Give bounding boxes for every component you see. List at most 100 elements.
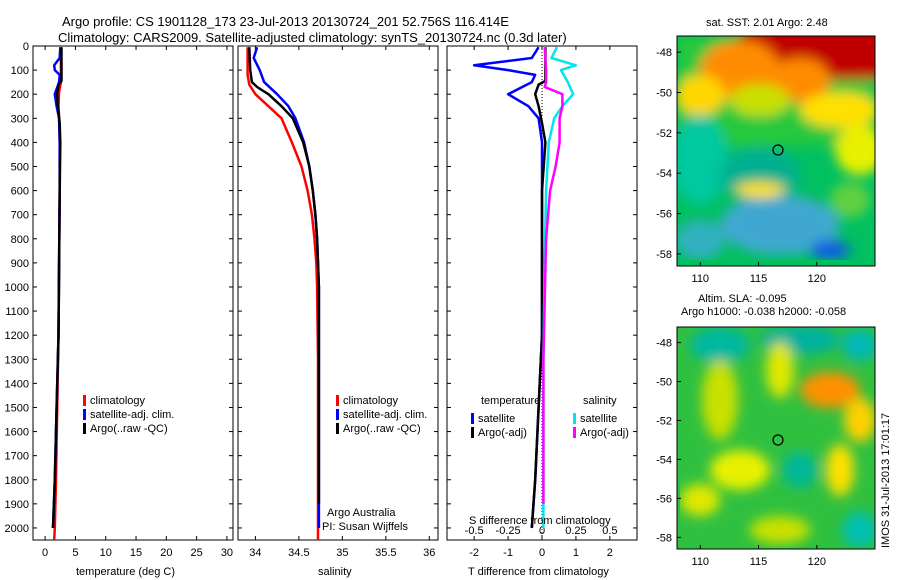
sst-map-lat-tick-label: -58	[656, 249, 672, 261]
sla-map-lon-tick-label: 120	[808, 556, 826, 568]
sla-map-title: Altim. SLA: -0.095	[698, 293, 787, 305]
sst-map-lat-tick-label: -56	[656, 209, 672, 221]
salinity-series-0	[246, 47, 320, 540]
temperature-x-tick-label: 0	[42, 547, 48, 559]
credit-line1: Argo Australia	[327, 507, 396, 519]
temperature-x-tick-label: 15	[130, 547, 142, 559]
difference-top-tick-label: -0.5	[465, 525, 484, 537]
depth-tick-label: 1000	[5, 282, 29, 294]
sla-map-subtitle: Argo h1000: -0.038 h2000: -0.058	[681, 306, 847, 318]
difference-x-tick-label: 2	[607, 547, 613, 559]
temperature-legend-swatch	[83, 409, 86, 420]
sst-map-lon-tick-label: 120	[808, 273, 826, 285]
salinity-legend-label: satellite-adj. clim.	[343, 409, 427, 421]
sst-map-frame	[676, 35, 876, 267]
sst-map-lon-tick-label: 115	[750, 273, 768, 285]
depth-tick-label: 200	[11, 89, 29, 101]
salinity-legend-swatch	[336, 409, 339, 420]
sla-map-lat-tick-label: -56	[656, 493, 672, 505]
sla-map-lat-tick-label: -54	[656, 454, 672, 466]
sst-map-lat-tick-label: -50	[656, 87, 672, 99]
temperature-panel: 0 5 10 15 20 25 300100200300400500600700800900…	[5, 41, 234, 559]
difference-legend-temperature-heading: temperature	[481, 395, 540, 407]
temperature-x-tick-label: 10	[100, 547, 112, 559]
salinity-x-tick-label: 35	[336, 547, 348, 559]
temperature-legend-label: climatology	[90, 395, 146, 407]
difference-panel: -2 -1 0 1 2 -0.5 -0.25 0 0.25 0.5 temperature salin…	[446, 45, 638, 559]
difference-top-tick-label: -0.25	[496, 525, 521, 537]
sla-map-lat-tick-label: -58	[656, 532, 672, 544]
salinity-x-tick-label: 35.5	[375, 547, 396, 559]
salinity-x-axis-label: salinity	[318, 566, 352, 578]
depth-tick-label: 1900	[5, 499, 29, 511]
sla-map-field	[680, 327, 875, 548]
depth-tick-label: 0	[23, 41, 29, 53]
temperature-x-tick-label: 5	[72, 547, 78, 559]
figure-title-line2: Climatology: CARS2009. Satellite-adjuste…	[58, 30, 567, 45]
salinity-legend-swatch	[336, 395, 339, 406]
temperature-legend-swatch	[83, 395, 86, 406]
difference-top-tick-label: 0	[539, 525, 545, 537]
sst-map-title: sat. SST: 2.01 Argo: 2.48	[706, 17, 828, 29]
depth-tick-label: 1200	[5, 330, 29, 342]
sla-map-lat-tick-label: -52	[656, 415, 672, 427]
sst-argo-location-marker	[772, 144, 784, 156]
sla-map-lat-tick-label: -50	[656, 377, 672, 389]
salinity-legend-label: climatology	[343, 395, 399, 407]
salinity-x-tick-label: 34.5	[288, 547, 309, 559]
difference-legend-label: satellite	[478, 413, 515, 425]
salinity-legend-label: Argo(..raw -QC)	[343, 423, 421, 435]
sla-map-panel: 110 115 120 -48 -50 -52 -54 -56 -58	[656, 326, 876, 568]
temperature-x-tick-label: 20	[160, 547, 172, 559]
difference-legend-swatch	[573, 427, 576, 438]
depth-tick-label: 1500	[5, 402, 29, 414]
temperature-legend-swatch	[83, 423, 86, 434]
sst-map-lat-tick-label: -48	[656, 47, 672, 59]
salinity-series-2	[248, 47, 321, 504]
temperature-legend-label: satellite-adj. clim.	[90, 409, 174, 421]
depth-tick-label: 1600	[5, 427, 29, 439]
sla-argo-location-marker	[772, 434, 784, 446]
temperature-x-tick-label: 30	[221, 547, 233, 559]
salinity-legend-swatch	[336, 423, 339, 434]
sst-map-field	[677, 36, 875, 260]
temperature-series-2	[51, 47, 63, 529]
depth-tick-label: 600	[11, 186, 29, 198]
depth-tick-label: 1700	[5, 451, 29, 463]
depth-tick-label: 500	[11, 161, 29, 173]
difference-legend-label: Argo(-adj)	[478, 427, 527, 439]
depth-tick-label: 100	[11, 65, 29, 77]
difference-legend-swatch	[471, 427, 474, 438]
difference-top-axis-label: S difference from climatology	[469, 515, 611, 527]
depth-tick-label: 2000	[5, 523, 29, 535]
difference-x-tick-label: 0	[539, 547, 545, 559]
difference-top-tick-label: 0.25	[565, 525, 586, 537]
sst-map-lon-tick-label: 110	[692, 273, 710, 285]
depth-tick-label: 700	[11, 210, 29, 222]
sst-map-lat-tick-label: -54	[656, 168, 672, 180]
difference-legend-swatch	[573, 413, 576, 424]
depth-tick-label: 1800	[5, 475, 29, 487]
difference-legend-swatch	[471, 413, 474, 424]
temperature-legend-label: Argo(..raw -QC)	[90, 423, 168, 435]
depth-tick-label: 1400	[5, 378, 29, 390]
sst-map-lat-tick-label: -52	[656, 128, 672, 140]
salinity-x-tick-label: 34	[249, 547, 261, 559]
sla-map-lon-tick-label: 110	[692, 556, 710, 568]
difference-legend-salinity-heading: salinity	[583, 395, 617, 407]
depth-tick-label: 800	[11, 234, 29, 246]
temperature-x-axis-label: temperature (deg C)	[76, 566, 176, 578]
temperature-x-tick-label: 25	[191, 547, 203, 559]
temperature-plot-frame	[32, 45, 234, 541]
difference-legend-label: satellite	[580, 413, 617, 425]
difference-series-1	[530, 47, 547, 529]
figure-title-line1: Argo profile: CS 1901128_173 23-Jul-2013…	[62, 14, 509, 29]
credit-line2: PI: Susan Wijffels	[322, 521, 408, 533]
sla-map-lon-tick-label: 115	[750, 556, 768, 568]
difference-series-3	[542, 47, 564, 504]
depth-tick-label: 400	[11, 137, 29, 149]
difference-x-tick-label: 1	[573, 547, 579, 559]
sla-map-lat-tick-label: -48	[656, 338, 672, 350]
depth-tick-label: 300	[11, 113, 29, 125]
